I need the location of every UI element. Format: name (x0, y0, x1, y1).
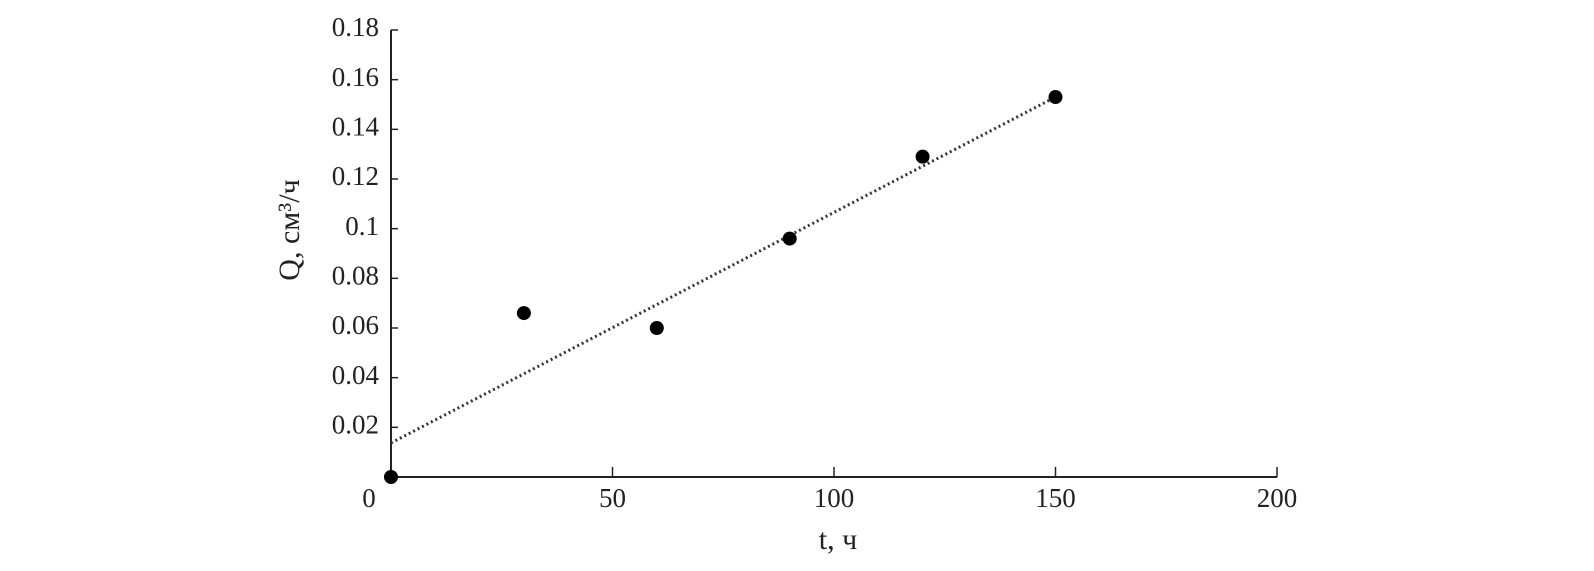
data-point (649, 321, 664, 335)
x-tick-label: 0 (362, 483, 376, 513)
y-tick-label: 0.18 (332, 12, 379, 42)
x-tick-label: 200 (1257, 483, 1298, 513)
y-axis-label: Q, см³/ч (273, 179, 306, 280)
data-point (516, 306, 531, 321)
y-tick-label: 0.14 (332, 112, 380, 142)
y-tick-label: 0.06 (332, 310, 379, 340)
y-tick-label: 0.08 (332, 261, 379, 291)
data-point (915, 149, 930, 164)
trend-line (390, 95, 1057, 445)
y-tick-label: 0.12 (332, 161, 379, 191)
x-tick-label: 50 (599, 483, 626, 513)
x-axis-label: t, ч (819, 523, 857, 556)
y-tick-label: 0.16 (332, 62, 379, 92)
y-tick-label: 0.1 (345, 211, 379, 241)
data-point (782, 231, 797, 246)
y-tick-label: 0.02 (332, 410, 379, 440)
x-tick-label: 100 (814, 483, 855, 513)
data-point (384, 470, 398, 484)
x-tick-label: 150 (1035, 483, 1076, 513)
y-tick-label: 0.04 (332, 360, 380, 390)
data-point (1048, 90, 1063, 105)
